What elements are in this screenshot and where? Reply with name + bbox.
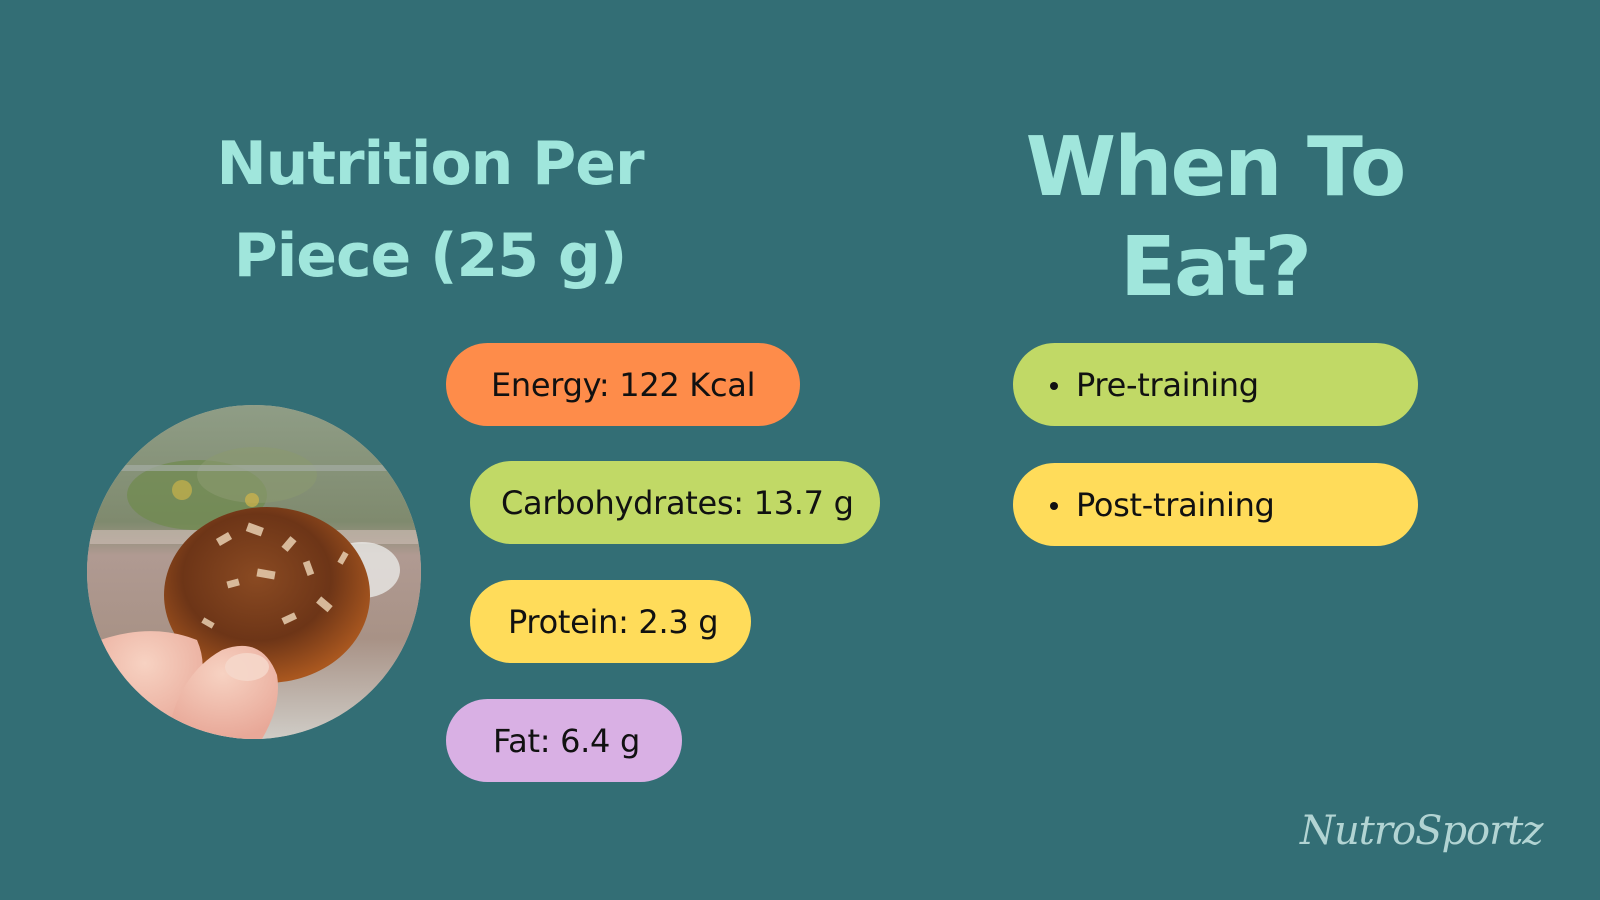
nutrition-title-line2: Piece (25 g) [233, 221, 628, 291]
energy-ball-photo [87, 405, 421, 739]
when-to-eat-title: When To Eat? [1025, 120, 1407, 315]
nutrition-title: Nutrition Per Piece (25 g) [200, 118, 660, 302]
nutrition-pill-fat: Fat: 6.4 g [446, 699, 682, 782]
bullet-icon [1050, 501, 1058, 510]
when-pill-pre-training: Pre-training [1013, 343, 1418, 426]
energy-ball-image [87, 405, 421, 739]
nutrition-pill-protein: Protein: 2.3 g [470, 580, 751, 663]
pre-training-label: Pre-training [1076, 365, 1259, 404]
energy-label: Energy: 122 Kcal [491, 365, 756, 404]
nutrition-pill-energy: Energy: 122 Kcal [446, 343, 800, 426]
post-training-label: Post-training [1076, 485, 1275, 524]
brand-logo: NutroSportz [1300, 808, 1543, 854]
carbohydrates-label: Carbohydrates: 13.7 g [501, 483, 854, 522]
nutrition-pill-carbohydrates: Carbohydrates: 13.7 g [470, 461, 880, 544]
when-pill-post-training: Post-training [1013, 463, 1418, 546]
bullet-icon [1050, 381, 1058, 390]
protein-label: Protein: 2.3 g [508, 602, 719, 641]
fat-label: Fat: 6.4 g [493, 721, 640, 760]
nutrition-title-line1: Nutrition Per [216, 129, 644, 199]
